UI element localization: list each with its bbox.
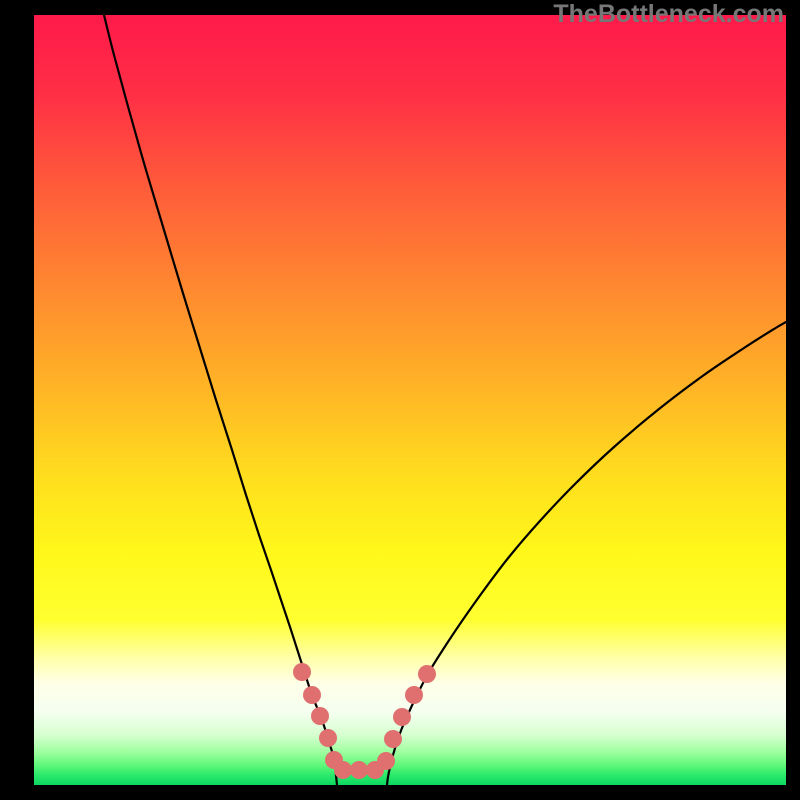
marker-dot xyxy=(384,730,402,748)
chart-frame: TheBottleneck.com xyxy=(0,0,800,800)
marker-dot xyxy=(311,707,329,725)
marker-dot xyxy=(303,686,321,704)
marker-dot xyxy=(377,752,395,770)
marker-dot xyxy=(334,761,352,779)
plot-area xyxy=(34,15,786,785)
marker-dot xyxy=(418,665,436,683)
watermark-text: TheBottleneck.com xyxy=(553,0,784,29)
marker-dot xyxy=(319,729,337,747)
marker-dot xyxy=(293,663,311,681)
marker-dot xyxy=(405,686,423,704)
marker-dot xyxy=(350,761,368,779)
bottleneck-chart-svg xyxy=(34,15,786,785)
marker-dot xyxy=(393,708,411,726)
plot-background xyxy=(34,15,786,785)
